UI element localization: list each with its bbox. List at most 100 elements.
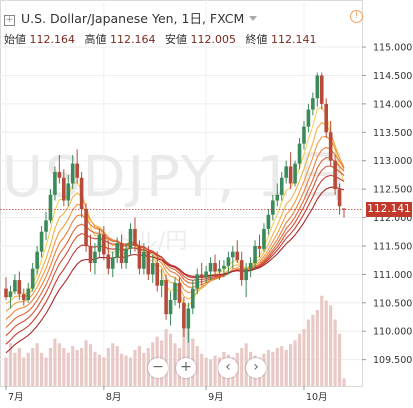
candle-body [239,260,244,281]
y-tick-label: 109.500 [373,355,412,366]
y-tick-label: 114.500 [373,71,412,82]
expand-icon[interactable]: + [4,15,15,26]
volume-bar [84,340,88,386]
volume-bar [35,343,39,386]
volume-bar [4,357,8,386]
high-value: 112.164 [110,33,156,46]
candle-body [306,109,311,127]
candle-body [302,126,306,144]
volume-bar [275,348,279,386]
candle-body [284,166,288,178]
volume-bar [186,323,190,386]
volume-bar [71,346,75,386]
y-tick-label: 111.500 [373,241,412,252]
volume-bar [137,346,142,386]
candle-body [266,214,271,229]
volume-bar [173,343,177,386]
candle-body [75,163,79,178]
chart-title: + U.S. Dollar/Japanese Yen, 1日, FXCM [4,8,323,27]
candle-body [146,251,151,275]
candle-body [226,257,231,266]
zoom-out-button[interactable]: − [148,358,168,378]
low-label: 安値 [165,33,187,46]
high-label: 高値 [84,33,107,46]
y-tick-label: 115.000 [373,43,412,54]
candle-body [319,75,324,104]
volume-bar [57,343,61,386]
volume-bar [128,357,133,386]
volume-bar [195,346,199,386]
candle-body [168,299,173,315]
candle-body [173,282,177,300]
volume-bar [31,348,35,386]
volume-bar [13,352,17,386]
volume-bar [200,353,204,386]
candle-body [311,98,315,110]
candle-body [275,194,280,201]
candle-body [199,274,204,278]
candle-body [293,163,297,184]
candle-body [279,177,284,195]
symbol-title: U.S. Dollar/Japanese Yen, 1日, FXCM [21,11,245,26]
candle-body [315,75,320,99]
last-price-tag: 112.141 [366,202,412,218]
volume-bar [337,333,342,386]
candle-body [62,177,66,201]
y-tick-label: 110.000 [373,327,412,338]
candle-body [337,189,342,207]
candle-body [44,220,48,232]
volume-bar [164,329,168,386]
volume-bar [97,354,101,386]
y-tick-label: 110.500 [373,298,412,309]
volume-bar [8,343,13,386]
volume-bar [342,378,346,386]
scroll-right-button[interactable]: › [246,358,266,378]
volume-bar [311,314,315,386]
candle-body [257,245,262,249]
volume-bar [315,310,319,386]
scroll-left-button[interactable]: ‹ [218,358,238,378]
close-value: 112.141 [271,33,317,46]
volume-bar [66,352,70,386]
volume-bar [44,357,48,386]
volume-bar [102,357,106,386]
candle-body [248,263,253,269]
volume-bar [88,344,93,386]
volume-bar [271,351,275,386]
volume-bar [182,327,186,386]
ohlc-readout: 始値 112.164 高値 112.164 安値 112.005 終値 112.… [4,31,323,47]
candle-body [137,245,142,269]
zoom-in-button[interactable]: + [176,358,196,378]
candle-body [328,132,333,161]
volume-bar [106,348,110,386]
y-tick-label: 112.500 [373,185,412,196]
volume-bar [302,329,306,386]
candle-body [204,271,208,278]
candle-body [159,280,164,286]
candle-body [133,228,137,246]
candle-body [110,257,115,269]
candle-body [102,234,106,255]
candle-body [48,194,53,221]
candle-body [190,288,195,309]
open-value: 112.164 [29,33,76,46]
candle-body [79,177,84,210]
info-icon[interactable]: ! [350,10,363,23]
volume-bar [39,352,44,386]
low-value: 112.005 [190,33,237,46]
volume-bar [333,319,337,386]
candle-body [235,251,240,261]
candle-body [177,282,182,303]
volume-bar [62,348,66,386]
moving-average-line [5,146,345,320]
candle-body [53,172,57,195]
candle-body [21,294,26,300]
candle-body [115,243,119,258]
chevron-down-icon[interactable] [249,16,258,21]
volume-bar [124,355,128,386]
candle-body [231,251,235,258]
candle-body [124,248,128,264]
volume-bar [48,348,53,386]
